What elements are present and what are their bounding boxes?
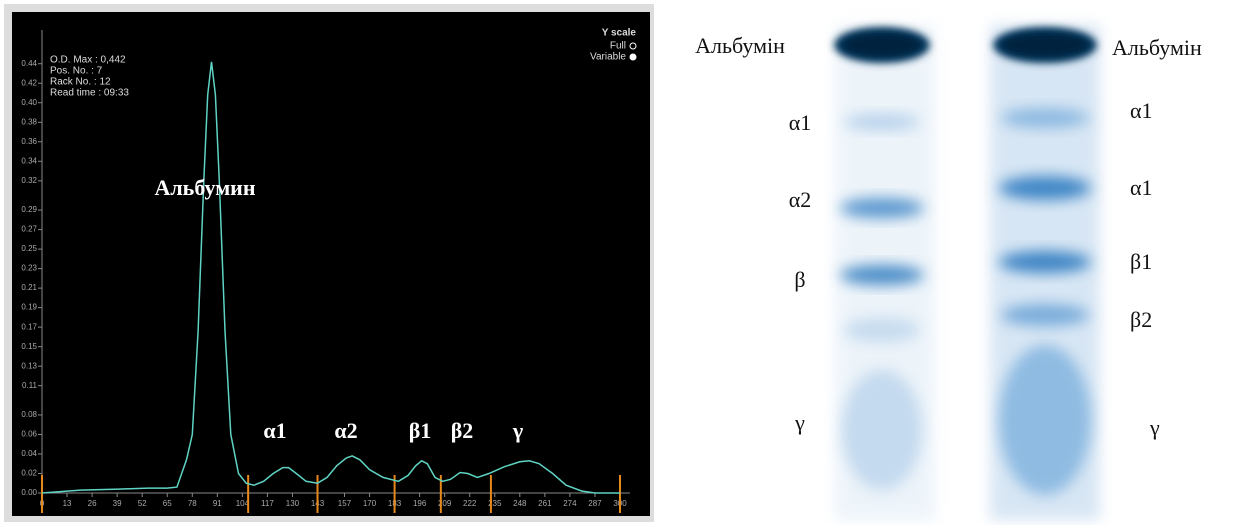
band <box>844 114 920 130</box>
scale-radio[interactable] <box>630 54 636 60</box>
x-tick-label: 196 <box>413 499 427 508</box>
x-tick-label: 13 <box>63 499 72 508</box>
y-tick-label: 0.42 <box>21 78 37 87</box>
peak-label: α1 <box>263 418 286 443</box>
y-tick-label: 0.06 <box>21 430 37 439</box>
y-tick-label: 0.29 <box>21 205 37 214</box>
gel-image <box>834 25 1100 520</box>
x-tick-label: 26 <box>88 499 97 508</box>
band <box>999 176 1091 200</box>
gel-label: Альбумін <box>695 33 785 58</box>
x-tick-label: 222 <box>463 499 477 508</box>
x-tick-label: 261 <box>538 499 552 508</box>
band <box>999 251 1091 273</box>
scale-title: Y scale <box>602 28 637 39</box>
gel-label: α1 <box>1130 175 1153 200</box>
y-tick-label: 0.23 <box>21 264 37 273</box>
info-line: Rack No. : 12 <box>50 77 111 88</box>
x-tick-label: 39 <box>113 499 122 508</box>
x-tick-label: 130 <box>286 499 300 508</box>
gel-label: α2 <box>789 187 812 212</box>
y-tick-label: 0.13 <box>21 361 37 370</box>
peak-label: γ <box>512 418 523 443</box>
scale-option: Variable <box>590 52 626 63</box>
x-tick-label: 170 <box>363 499 377 508</box>
y-tick-label: 0.04 <box>21 449 37 458</box>
band <box>842 33 922 57</box>
gel-label: α1 <box>1130 98 1153 123</box>
y-tick-label: 0.38 <box>21 117 37 126</box>
y-tick-label: 0.08 <box>21 410 37 419</box>
x-tick-label: 52 <box>138 499 147 508</box>
gel-label: α1 <box>789 110 812 135</box>
y-tick-label: 0.44 <box>21 59 37 68</box>
band <box>1001 33 1089 57</box>
x-tick-label: 248 <box>513 499 527 508</box>
y-tick-label: 0.32 <box>21 176 37 185</box>
peak-label: α2 <box>334 418 357 443</box>
band <box>1001 304 1089 326</box>
x-tick-label: 91 <box>213 499 222 508</box>
info-line: Pos. No. : 7 <box>50 66 103 77</box>
y-tick-label: 0.17 <box>21 322 37 331</box>
x-tick-label: 274 <box>563 499 577 508</box>
y-tick-label: 0.27 <box>21 225 37 234</box>
page: {"chart_data": {"type": "line", "info": … <box>0 0 1249 525</box>
x-tick-label: 287 <box>588 499 602 508</box>
band <box>844 318 920 342</box>
y-tick-label: 0.36 <box>21 137 37 146</box>
band <box>842 370 922 490</box>
y-tick-label: 0.21 <box>21 283 37 292</box>
gel-label: β1 <box>1130 249 1152 274</box>
figure: 0.00 0.02 0.04 0.06 0.08 0.11 0.13 0.15 0.17 0.19… <box>0 0 1249 525</box>
x-tick-label: 65 <box>163 499 172 508</box>
gel-label: γ <box>794 410 805 435</box>
y-tick-label: 0.40 <box>21 98 37 107</box>
y-tick-label: 0.34 <box>21 156 37 165</box>
info-line: Read time : 09:33 <box>50 88 129 99</box>
info-line: O.D. Max : 0,442 <box>50 55 126 66</box>
gel-label: Альбумін <box>1112 35 1202 60</box>
y-tick-label: 0.15 <box>21 342 37 351</box>
peak-label: β2 <box>451 418 474 443</box>
y-tick-label: 0.11 <box>22 381 38 390</box>
band <box>1001 108 1089 128</box>
band <box>840 198 924 218</box>
y-tick-label: 0.25 <box>21 244 37 253</box>
peak-label: β1 <box>409 418 432 443</box>
y-tick-label: 0.19 <box>21 303 37 312</box>
band <box>999 345 1091 495</box>
y-tick-label: 0.00 <box>21 488 37 497</box>
gel-label: β2 <box>1130 307 1152 332</box>
peak-label: Альбумин <box>154 175 255 200</box>
x-tick-label: 117 <box>261 499 274 508</box>
x-tick-label: 157 <box>338 499 352 508</box>
y-tick-label: 0.02 <box>21 469 37 478</box>
gel-label: γ <box>1149 415 1160 440</box>
gel-label: β <box>794 267 805 292</box>
band <box>840 265 924 285</box>
scale-option: Full <box>610 41 626 52</box>
x-tick-label: 78 <box>188 499 197 508</box>
